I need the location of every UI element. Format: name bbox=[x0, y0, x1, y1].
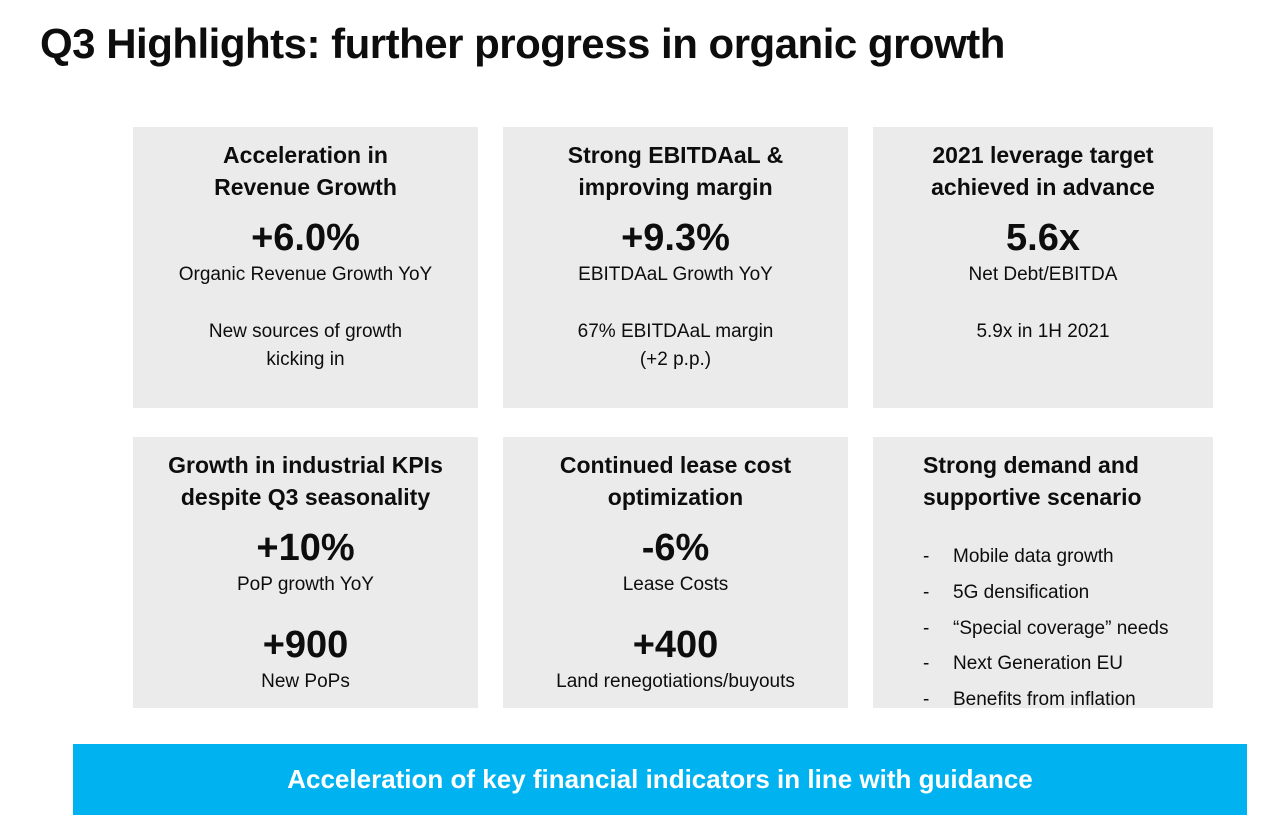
stat-value: 5.6x bbox=[1006, 217, 1080, 260]
card-industrial-kpis: Growth in industrial KPIs despite Q3 sea… bbox=[133, 437, 478, 708]
bullet-dash: - bbox=[923, 546, 930, 568]
stat-label: Net Debt/EBITDA bbox=[968, 264, 1118, 286]
card-heading: Growth in industrial KPIs despite Q3 sea… bbox=[168, 452, 443, 510]
stat-value: +10% bbox=[256, 527, 355, 570]
stat-label-secondary: New PoPs bbox=[261, 670, 350, 692]
page-title: Q3 Highlights: further progress in organ… bbox=[40, 20, 1005, 67]
list-item: - Next Generation EU bbox=[923, 650, 1187, 678]
list-item-text: 5G densification bbox=[953, 582, 1090, 604]
list-item: - 5G densification bbox=[923, 579, 1187, 607]
stat-label: PoP growth YoY bbox=[237, 574, 374, 596]
stat-value-secondary: +900 bbox=[262, 624, 349, 667]
list-item: - Benefits from inflation bbox=[923, 686, 1187, 708]
bullet-dash: - bbox=[923, 582, 930, 604]
list-item-text: Mobile data growth bbox=[953, 546, 1114, 568]
guidance-banner-text: Acceleration of key financial indicators… bbox=[287, 764, 1033, 794]
list-item-text: Benefits from inflation bbox=[953, 688, 1136, 708]
stat-label: Lease Costs bbox=[622, 574, 729, 596]
stat-label-secondary: Land renegotiations/buyouts bbox=[556, 670, 795, 692]
card-note: 5.9x in 1H 2021 bbox=[976, 321, 1110, 343]
highlights-grid: Acceleration in Revenue Growth +6.0% Org… bbox=[133, 127, 1213, 708]
stat-label: Organic Revenue Growth YoY bbox=[178, 264, 433, 286]
stat-value: +9.3% bbox=[621, 217, 730, 260]
bullet-dash: - bbox=[923, 617, 930, 639]
bullet-list: - Mobile data growth - 5G densification … bbox=[923, 543, 1187, 708]
stat-label: EBITDAaL Growth YoY bbox=[578, 264, 773, 286]
card-heading: Strong demand and supportive scenario bbox=[923, 452, 1142, 510]
card-ebitdaal: Strong EBITDAaL & improving margin +9.3%… bbox=[503, 127, 848, 408]
stat-value: +6.0% bbox=[251, 217, 360, 260]
card-revenue-growth: Acceleration in Revenue Growth +6.0% Org… bbox=[133, 127, 478, 408]
card-heading: Acceleration in Revenue Growth bbox=[214, 142, 397, 200]
card-heading: 2021 leverage target achieved in advance bbox=[931, 142, 1155, 200]
card-note: 67% EBITDAaL margin (+2 p.p.) bbox=[577, 321, 774, 370]
card-heading: Continued lease cost optimization bbox=[559, 452, 792, 510]
list-item-text: Next Generation EU bbox=[953, 653, 1124, 675]
bullet-dash: - bbox=[923, 688, 930, 708]
card-leverage-target: 2021 leverage target achieved in advance… bbox=[873, 127, 1213, 408]
card-lease-cost: Continued lease cost optimization -6% Le… bbox=[503, 437, 848, 708]
card-note: New sources of growth kicking in bbox=[208, 321, 403, 370]
list-item: - “Special coverage” needs bbox=[923, 615, 1187, 643]
stat-value-secondary: +400 bbox=[632, 624, 719, 667]
card-heading: Strong EBITDAaL & improving margin bbox=[567, 142, 784, 200]
list-item: - Mobile data growth bbox=[923, 543, 1187, 571]
stat-value: -6% bbox=[641, 527, 710, 570]
guidance-banner: Acceleration of key financial indicators… bbox=[73, 744, 1247, 815]
bullet-dash: - bbox=[923, 653, 930, 675]
card-demand-scenario: Strong demand and supportive scenario - … bbox=[873, 437, 1213, 708]
list-item-text: “Special coverage” needs bbox=[953, 617, 1169, 639]
